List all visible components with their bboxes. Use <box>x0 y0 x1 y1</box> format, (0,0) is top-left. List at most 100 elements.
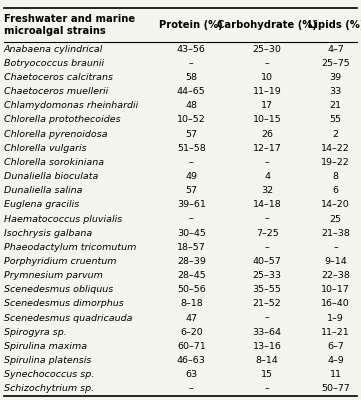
Text: 6–20: 6–20 <box>180 328 203 337</box>
Text: Haematococcus pluvialis: Haematococcus pluvialis <box>4 214 122 224</box>
Text: 21: 21 <box>330 101 342 110</box>
Text: 10–17: 10–17 <box>321 285 350 294</box>
Text: 35–55: 35–55 <box>253 285 282 294</box>
Text: Scenedesmus obliquus: Scenedesmus obliquus <box>4 285 113 294</box>
Text: Chaetoceros calcitrans: Chaetoceros calcitrans <box>4 73 113 82</box>
Text: 48: 48 <box>185 101 197 110</box>
Text: –: – <box>265 59 270 68</box>
Text: 28–39: 28–39 <box>177 257 206 266</box>
Text: Porphyridium cruentum: Porphyridium cruentum <box>4 257 116 266</box>
Text: Spirulina platensis: Spirulina platensis <box>4 356 91 365</box>
Text: 25–75: 25–75 <box>321 59 350 68</box>
Text: 4–9: 4–9 <box>327 356 344 365</box>
Text: 21–38: 21–38 <box>321 229 350 238</box>
Text: 49: 49 <box>185 172 197 181</box>
Text: 47: 47 <box>185 314 197 323</box>
Text: 30–45: 30–45 <box>177 229 206 238</box>
Text: 8–14: 8–14 <box>256 356 279 365</box>
Text: 25–33: 25–33 <box>253 271 282 280</box>
Text: 4: 4 <box>264 172 270 181</box>
Text: 14–18: 14–18 <box>253 200 282 209</box>
Text: Dunaliella bioculata: Dunaliella bioculata <box>4 172 98 181</box>
Text: 21–52: 21–52 <box>253 300 282 308</box>
Text: 11–19: 11–19 <box>253 87 282 96</box>
Text: 32: 32 <box>261 186 273 195</box>
Text: 9–14: 9–14 <box>324 257 347 266</box>
Text: 26: 26 <box>261 130 273 138</box>
Text: Freshwater and marine
microalgal strains: Freshwater and marine microalgal strains <box>4 14 135 36</box>
Text: –: – <box>265 243 270 252</box>
Text: Synechococcus sp.: Synechococcus sp. <box>4 370 94 379</box>
Text: –: – <box>265 158 270 167</box>
Text: 14–22: 14–22 <box>321 144 350 153</box>
Text: Scenedesmus quadricauda: Scenedesmus quadricauda <box>4 314 132 323</box>
Text: 50–77: 50–77 <box>321 384 350 394</box>
Text: 44–65: 44–65 <box>177 87 206 96</box>
Text: Botryococcus braunii: Botryococcus braunii <box>4 59 104 68</box>
Text: 28–45: 28–45 <box>177 271 206 280</box>
Text: Carbohydrate (%): Carbohydrate (%) <box>217 20 317 30</box>
Text: 58: 58 <box>185 73 197 82</box>
Text: 43–56: 43–56 <box>177 44 206 54</box>
Text: 19–22: 19–22 <box>321 158 350 167</box>
Text: 60–71: 60–71 <box>177 342 206 351</box>
Text: 33–64: 33–64 <box>253 328 282 337</box>
Text: Prymnesium parvum: Prymnesium parvum <box>4 271 103 280</box>
Text: 55: 55 <box>330 115 342 124</box>
Text: Chlamydomonas rheinhardii: Chlamydomonas rheinhardii <box>4 101 138 110</box>
Text: 10–15: 10–15 <box>253 115 282 124</box>
Text: –: – <box>265 384 270 394</box>
Text: 8–18: 8–18 <box>180 300 203 308</box>
Text: Spirulina maxima: Spirulina maxima <box>4 342 87 351</box>
Text: 13–16: 13–16 <box>253 342 282 351</box>
Text: –: – <box>189 214 194 224</box>
Text: 46–63: 46–63 <box>177 356 206 365</box>
Text: 39: 39 <box>330 73 342 82</box>
Text: 1–9: 1–9 <box>327 314 344 323</box>
Text: Chlorella sorokiniana: Chlorella sorokiniana <box>4 158 104 167</box>
Text: 2: 2 <box>333 130 339 138</box>
Text: Chlorella protothecoides: Chlorella protothecoides <box>4 115 120 124</box>
Text: 4–7: 4–7 <box>327 44 344 54</box>
Text: 11–21: 11–21 <box>321 328 350 337</box>
Text: 18–57: 18–57 <box>177 243 206 252</box>
Text: 7–25: 7–25 <box>256 229 279 238</box>
Text: Anabaena cylindrical: Anabaena cylindrical <box>4 44 103 54</box>
Text: Scenedesmus dimorphus: Scenedesmus dimorphus <box>4 300 123 308</box>
Text: Chlorella vulgaris: Chlorella vulgaris <box>4 144 86 153</box>
Text: 25: 25 <box>330 214 342 224</box>
Text: 11: 11 <box>330 370 342 379</box>
Text: 8: 8 <box>333 172 339 181</box>
Text: 40–57: 40–57 <box>253 257 282 266</box>
Text: Chaetoceros muellerii: Chaetoceros muellerii <box>4 87 108 96</box>
Text: 22–38: 22–38 <box>321 271 350 280</box>
Text: Euglena gracilis: Euglena gracilis <box>4 200 79 209</box>
Text: Phaeodactylum tricomutum: Phaeodactylum tricomutum <box>4 243 136 252</box>
Text: Isochrysis galbana: Isochrysis galbana <box>4 229 92 238</box>
Text: 17: 17 <box>261 101 273 110</box>
Text: 14–20: 14–20 <box>321 200 350 209</box>
Text: –: – <box>265 214 270 224</box>
Text: 33: 33 <box>330 87 342 96</box>
Text: Protein (%): Protein (%) <box>160 20 223 30</box>
Text: 15: 15 <box>261 370 273 379</box>
Text: 6–7: 6–7 <box>327 342 344 351</box>
Text: 25–30: 25–30 <box>253 44 282 54</box>
Text: 39–61: 39–61 <box>177 200 206 209</box>
Text: 10: 10 <box>261 73 273 82</box>
Text: Chlorella pyrenoidosa: Chlorella pyrenoidosa <box>4 130 107 138</box>
Text: 10–52: 10–52 <box>177 115 206 124</box>
Text: Spirogyra sp.: Spirogyra sp. <box>4 328 66 337</box>
Text: –: – <box>333 243 338 252</box>
Text: 12–17: 12–17 <box>253 144 282 153</box>
Text: Schizochytrium sp.: Schizochytrium sp. <box>4 384 94 394</box>
Text: 51–58: 51–58 <box>177 144 206 153</box>
Text: 16–40: 16–40 <box>321 300 350 308</box>
Text: Dunaliella salina: Dunaliella salina <box>4 186 82 195</box>
Text: 6: 6 <box>333 186 339 195</box>
Text: 63: 63 <box>185 370 197 379</box>
Text: 50–56: 50–56 <box>177 285 206 294</box>
Text: –: – <box>189 59 194 68</box>
Text: –: – <box>265 314 270 323</box>
Text: 57: 57 <box>185 186 197 195</box>
